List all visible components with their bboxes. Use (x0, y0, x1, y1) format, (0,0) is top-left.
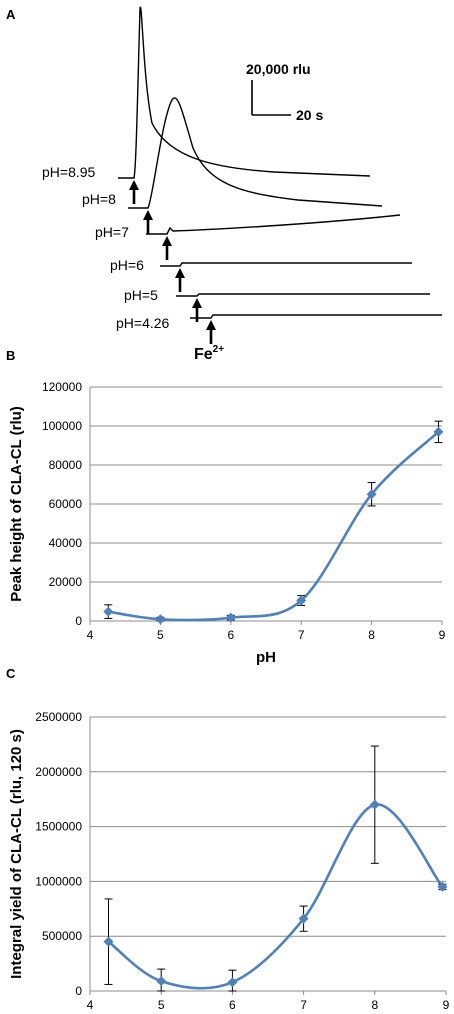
chart-c-y-tick-label: 1000000 (35, 874, 82, 888)
chart-b-y-tick-label: 0 (75, 614, 82, 628)
chart-b-data-point (366, 489, 377, 500)
chart-c-data-point (103, 936, 114, 947)
trace-label-ph895: pH=8.95 (42, 164, 96, 180)
chart-c-x-tick-label: 4 (87, 998, 94, 1012)
chart-c-data-point (437, 881, 448, 892)
scale-x-label: 20 s (296, 107, 323, 123)
trace-ph5: pH=5 (124, 287, 430, 322)
trace-line-ph7 (146, 214, 401, 235)
chart-c-y-tick-label: 0 (75, 984, 82, 998)
scale-bar: 20,000 rlu 20 s (246, 61, 323, 123)
chart-b-data-point (103, 606, 114, 617)
chart-b-y-tick-label: 80000 (49, 458, 83, 472)
chart-b-y-tick-label: 100000 (42, 419, 82, 433)
trace-line-ph6 (160, 262, 412, 267)
trace-line-ph5 (176, 293, 430, 297)
trace-label-ph426: pH=4.26 (116, 315, 170, 331)
chart-b-x-tick-label: 5 (157, 628, 164, 642)
chart-c-y-tick-label: 2500000 (35, 710, 82, 724)
trace-ph8: pH=8 (82, 97, 383, 234)
chart-c-data-point (298, 913, 309, 924)
chart-b-data-point (225, 612, 236, 623)
chart-b-x-tick-label: 6 (227, 628, 234, 642)
chart-b-data-point (155, 614, 166, 625)
chart-c-x-tick-label: 6 (229, 998, 236, 1012)
trace-ph6: pH=6 (110, 257, 412, 292)
chart-c-y-tick-label: 1500000 (35, 820, 82, 834)
trace-line-ph895 (118, 6, 371, 179)
panel-a-letter: A (6, 7, 16, 22)
chart-b-data-point (296, 595, 307, 606)
panel-a: A 20,000 rlu 20 s pH=8.95pH=8pH=7pH=6pH=… (6, 6, 442, 363)
chart-c-series-line (107, 803, 444, 990)
chart-c-x-tick-label: 7 (300, 998, 307, 1012)
panel-b-letter: B (6, 348, 15, 363)
chart-b-y-tick-label: 40000 (49, 536, 83, 550)
chart-b-x-tick-label: 4 (87, 628, 94, 642)
chart-c-data-point (156, 976, 167, 987)
trace-group: pH=8.95 pH=8 pH=7 pH=6 pH=5 pH=4.26 (42, 6, 442, 344)
panel-b: B 0 20000 40000 60000 80000 100000 120000 4 5 6 7 8… (6, 348, 446, 666)
scale-y-label: 20,000 rlu (246, 61, 311, 77)
chart-b-y-axis-title: Peak height of CLA-CL (rlu) (8, 406, 25, 602)
chart-c-y-tick-label: 2000000 (35, 765, 82, 779)
chart-c-y-axis-title: Integral yield of CLA-CL (rlu, 120 s) (8, 729, 25, 979)
trace-label-ph5: pH=5 (124, 287, 158, 303)
chart-b-y-tick-label: 120000 (42, 380, 82, 394)
chart-b-x-tick-label: 8 (368, 628, 375, 642)
trace-label-ph7: pH=7 (95, 224, 129, 240)
trace-line-ph426 (190, 314, 442, 319)
chart-c-data-point (369, 799, 380, 810)
panel-c: C 0 500000 1000000 1500000 2000000 2500000 4 5 6… (6, 666, 450, 1012)
arrow-head-ph426 (206, 320, 216, 330)
chart-b-x-axis-title: pH (256, 649, 276, 666)
chart-c-x-tick-label: 5 (158, 998, 165, 1012)
chart-c-data-point (227, 977, 238, 988)
chart-b-y-tick-label: 60000 (49, 497, 83, 511)
chart-c-x-tick-label: 8 (371, 998, 378, 1012)
trace-ph7: pH=7 (95, 214, 401, 260)
trace-label-ph6: pH=6 (110, 257, 144, 273)
trace-line-ph8 (128, 97, 383, 209)
fe-label: Fe2+ (194, 344, 224, 363)
chart-b-x-tick-label: 9 (439, 628, 446, 642)
arrow-head-ph8 (143, 210, 153, 220)
arrow-head-ph5 (192, 298, 202, 308)
chart-c-x-tick-label: 9 (443, 998, 450, 1012)
chart-b-y-tick-label: 20000 (49, 575, 83, 589)
chart-b-data-point (433, 426, 444, 437)
trigger-label: Fe2+ (194, 344, 224, 363)
arrow-head-ph6 (175, 268, 185, 278)
chart-b-x-tick-label: 7 (298, 628, 305, 642)
trace-ph895: pH=8.95 (42, 6, 371, 204)
panel-c-letter: C (6, 666, 16, 681)
trace-ph426: pH=4.26 (116, 314, 442, 344)
chart-c-y-tick-label: 500000 (42, 929, 82, 943)
arrow-head-ph7 (162, 236, 172, 246)
trace-label-ph8: pH=8 (82, 191, 116, 207)
chart-b-series-line (108, 430, 440, 622)
arrow-head-ph895 (129, 180, 139, 190)
